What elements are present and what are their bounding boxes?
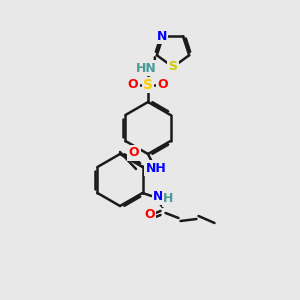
Text: H: H: [163, 193, 174, 206]
Text: O: O: [144, 208, 155, 220]
Text: O: O: [129, 146, 139, 160]
Text: O: O: [128, 79, 138, 92]
Text: O: O: [158, 79, 168, 92]
Text: N: N: [157, 30, 167, 43]
Text: S: S: [169, 59, 178, 73]
Text: HN: HN: [136, 61, 156, 74]
Text: NH: NH: [146, 161, 167, 175]
Text: N: N: [153, 190, 164, 203]
Text: S: S: [143, 78, 153, 92]
